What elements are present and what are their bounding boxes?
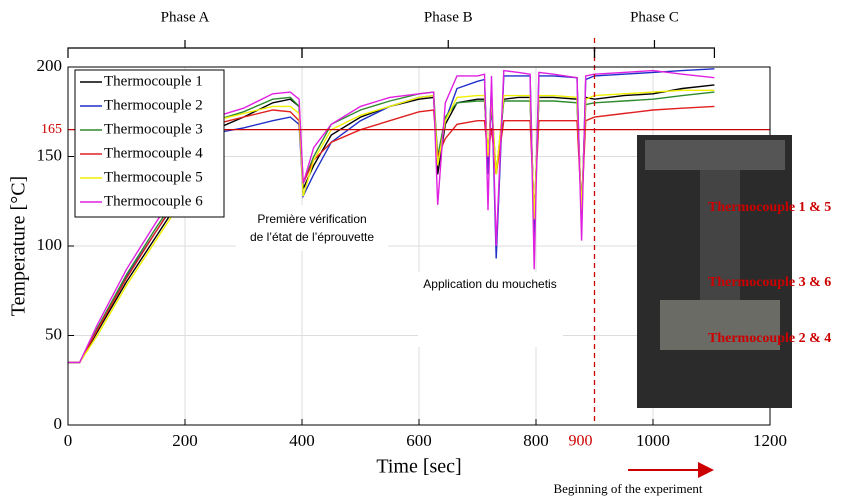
y-axis-label: Temperature [°C] [8, 176, 30, 316]
annotation: Application du mouchetis [423, 277, 556, 291]
legend-label: Thermocouple 4 [104, 145, 203, 161]
y-tick-label: 200 [37, 56, 63, 75]
photo-label: Thermocouple 3 & 6 [708, 275, 831, 290]
y-tick-label: 150 [37, 145, 63, 164]
phase-label: Phase C [630, 9, 679, 25]
legend: Thermocouple 1 Thermocouple 2 Thermocouple… [74, 69, 225, 218]
photo-detail [700, 165, 740, 305]
annotation: Beginning of the experiment [553, 481, 702, 496]
legend-box [74, 69, 225, 218]
phase-brace [67, 40, 303, 58]
x-tick-label: 200 [172, 431, 198, 450]
series-line [68, 69, 715, 364]
x-tick-label: 400 [289, 431, 315, 450]
photo-label: Thermocouple 1 & 5 [708, 200, 831, 215]
annotation: Première vérification [257, 212, 366, 226]
x-tick-label: 1000 [636, 431, 670, 450]
x-tick-label: 1200 [753, 431, 787, 450]
x-tick-label: 0 [64, 431, 73, 450]
x-tick-label: 800 [523, 431, 549, 450]
x-tick-label: 600 [406, 431, 432, 450]
y-tick-label: 0 [54, 414, 63, 433]
reference-label: 165 [41, 122, 62, 137]
photo-label: Thermocouple 2 & 4 [708, 331, 831, 346]
y-tick-label: 50 [45, 324, 62, 343]
legend-label: Thermocouple 2 [104, 97, 203, 113]
photo-detail [645, 140, 785, 170]
photo-detail [660, 300, 780, 350]
phase-label: Phase A [161, 9, 210, 25]
legend-label: Thermocouple 5 [104, 169, 203, 185]
y-tick-label: 100 [37, 235, 63, 254]
phase-label: Phase B [424, 9, 473, 25]
x-axis-label: Time [sec] [376, 456, 461, 478]
annotation: de l’état de l’éprouvette [250, 230, 374, 244]
legend-label: Thermocouple 3 [104, 121, 203, 137]
phase-brace [593, 40, 716, 58]
annotation-box [236, 205, 388, 251]
annotation-box [418, 272, 563, 347]
reference-label: 900 [569, 433, 593, 450]
legend-label: Thermocouple 1 [104, 73, 203, 89]
legend-label: Thermocouple 6 [104, 193, 203, 209]
phase-brace [301, 40, 596, 58]
